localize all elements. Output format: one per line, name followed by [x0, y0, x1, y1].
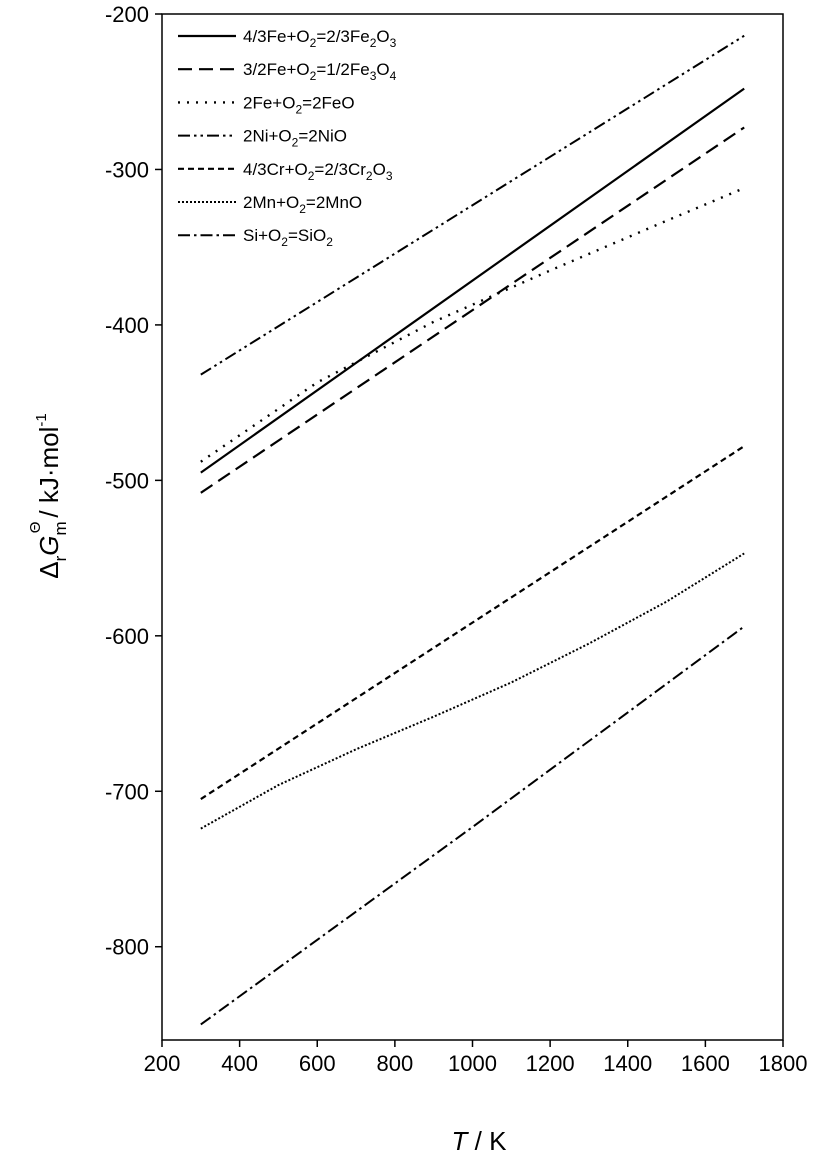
series-line-3 [200, 187, 745, 463]
y-axis: -200 -300 -400 -500 -600 -700 -800 [105, 2, 162, 960]
series-line-6 [200, 552, 745, 830]
y-tick-label: -700 [105, 779, 149, 804]
legend-label-2: 3/2Fe+O2=1/2Fe3O4 [243, 60, 397, 83]
legend-label-1: 4/3Fe+O2=2/3Fe2O3 [243, 27, 397, 50]
y-tick-label: -400 [105, 313, 149, 338]
legend-text-part: =SiO [288, 226, 326, 245]
legend-label-6: 2Mn+O2=2MnO [243, 193, 362, 216]
legend-text-part: Si+O [243, 226, 281, 245]
legend-subscript: 2 [292, 136, 299, 150]
y-tick-label: -300 [105, 157, 149, 182]
y-tick-label: -800 [105, 935, 149, 960]
legend-subscript: 2 [308, 169, 315, 183]
x-tick-label: 1600 [681, 1051, 730, 1076]
x-tick-label: 1200 [526, 1051, 575, 1076]
x-tick-label: 200 [144, 1051, 181, 1076]
series-line-2 [200, 126, 745, 494]
y-tick-label: -500 [105, 468, 149, 493]
legend-text-part: =2/3Fe [316, 27, 369, 46]
x-tick-label: 1000 [448, 1051, 497, 1076]
legend-subscript: 2 [299, 202, 306, 216]
legend-subscript: 3 [370, 69, 377, 83]
legend-subscript: 3 [386, 169, 393, 183]
series-line-1 [200, 87, 745, 474]
x-tick-label: 1400 [603, 1051, 652, 1076]
x-tick-label: 400 [221, 1051, 258, 1076]
legend-subscript: 2 [281, 235, 288, 249]
legend-label-5: 4/3Cr+O2=2/3Cr2O3 [243, 160, 393, 183]
legend-label-7: Si+O2=SiO2 [243, 226, 333, 249]
legend-text-part: O [373, 160, 386, 179]
series-line-4 [200, 34, 745, 376]
legend-text-part: =1/2Fe [316, 60, 369, 79]
legend-text-part: 3/2Fe+O [243, 60, 310, 79]
legend-text-part: 4/3Cr+O [243, 160, 308, 179]
legend-text-part: O [376, 60, 389, 79]
x-axis: 200 400 600 800 1000 1200 1400 1600 1800 [144, 1040, 808, 1076]
legend-text-part: 2Fe+O [243, 93, 295, 112]
legend-subscript: 3 [390, 36, 397, 50]
y-axis-title: ΔrGmΘ/ kJ·mol-1 [27, 413, 70, 578]
legend-subscript: 2 [310, 36, 317, 50]
legend-text-part: 4/3Fe+O [243, 27, 310, 46]
legend-subscript: 2 [366, 169, 373, 183]
legend: 4/3Fe+O2=2/3Fe2O33/2Fe+O2=1/2Fe3O42Fe+O2… [178, 27, 397, 249]
legend-text-part: 2Mn+O [243, 193, 299, 212]
x-tick-label: 1800 [759, 1051, 808, 1076]
legend-text-part: =2MnO [306, 193, 362, 212]
series-line-7 [200, 625, 745, 1026]
legend-text-part: =2FeO [302, 93, 354, 112]
legend-subscript: 2 [370, 36, 377, 50]
series-line-5 [200, 445, 745, 800]
legend-subscript: 2 [326, 235, 333, 249]
legend-label-4: 2Ni+O2=2NiO [243, 127, 347, 150]
y-tick-label: -600 [105, 624, 149, 649]
x-axis-title: T / K [452, 1126, 508, 1156]
x-tick-label: 800 [377, 1051, 414, 1076]
legend-label-3: 2Fe+O2=2FeO [243, 93, 355, 116]
legend-text-part: =2NiO [298, 127, 347, 146]
x-tick-label: 600 [299, 1051, 336, 1076]
legend-subscript: 2 [295, 102, 302, 116]
legend-subscript: 4 [390, 69, 397, 83]
legend-subscript: 2 [310, 69, 317, 83]
legend-text-part: =2/3Cr [314, 160, 366, 179]
series-lines [200, 34, 745, 1026]
legend-text-part: 2Ni+O [243, 127, 292, 146]
y-tick-label: -200 [105, 2, 149, 27]
legend-text-part: O [376, 27, 389, 46]
